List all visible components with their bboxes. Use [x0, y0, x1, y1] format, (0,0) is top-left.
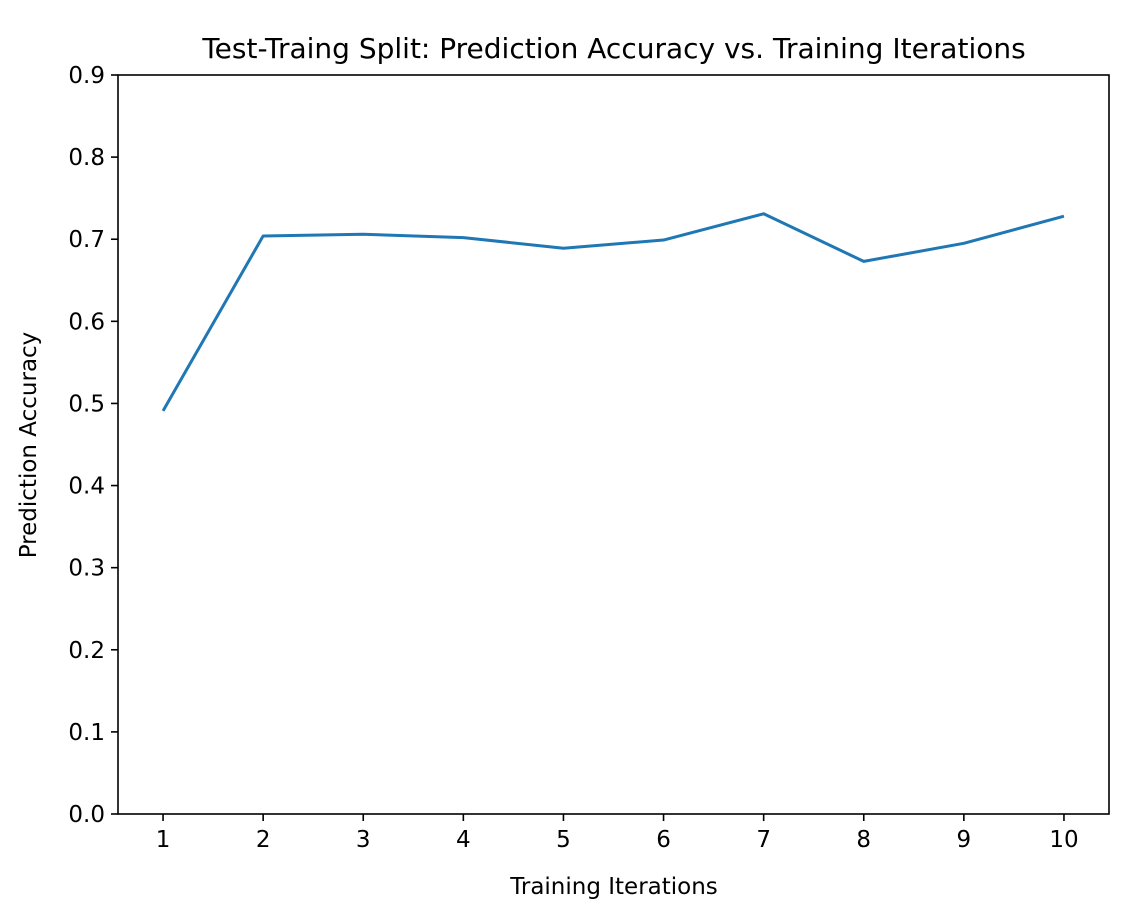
y-tick-label: 0.0	[68, 802, 105, 828]
x-axis-title: Training Iterations	[509, 874, 718, 900]
series-layer	[161, 212, 1065, 412]
y-tick-label: 0.1	[68, 720, 105, 746]
y-tick-label: 0.8	[68, 145, 105, 171]
chart-title: Test-Traing Split: Prediction Accuracy v…	[201, 32, 1025, 65]
x-axis: 1 2 3 4 5 6 7 8 9 10	[156, 814, 1079, 853]
y-axis: 0.0 0.1 0.2 0.3 0.4 0.5 0.6 0.7 0.8 0.9	[68, 63, 118, 828]
x-tick-label: 5	[556, 827, 571, 853]
y-tick-label: 0.3	[68, 556, 105, 582]
x-tick-label: 3	[356, 827, 371, 853]
x-tick-label: 10	[1049, 827, 1078, 853]
y-axis-title: Prediction Accuracy	[16, 332, 42, 559]
x-tick-label: 7	[756, 827, 771, 853]
y-tick-label: 0.7	[68, 227, 105, 253]
y-tick-label: 0.4	[68, 474, 105, 500]
x-tick-label: 1	[156, 827, 171, 853]
plot-frame	[117, 74, 1110, 815]
x-tick-label: 6	[656, 827, 671, 853]
y-tick-label: 0.9	[68, 63, 105, 89]
x-tick-label: 9	[957, 827, 972, 853]
y-tick-label: 0.2	[68, 638, 105, 664]
x-tick-label: 8	[856, 827, 871, 853]
series-line	[161, 212, 1065, 412]
plot-area	[117, 74, 1110, 815]
x-tick-label: 4	[456, 827, 471, 853]
x-tick-label: 2	[256, 827, 271, 853]
y-tick-label: 0.5	[68, 391, 105, 417]
y-tick-label: 0.6	[68, 309, 105, 335]
